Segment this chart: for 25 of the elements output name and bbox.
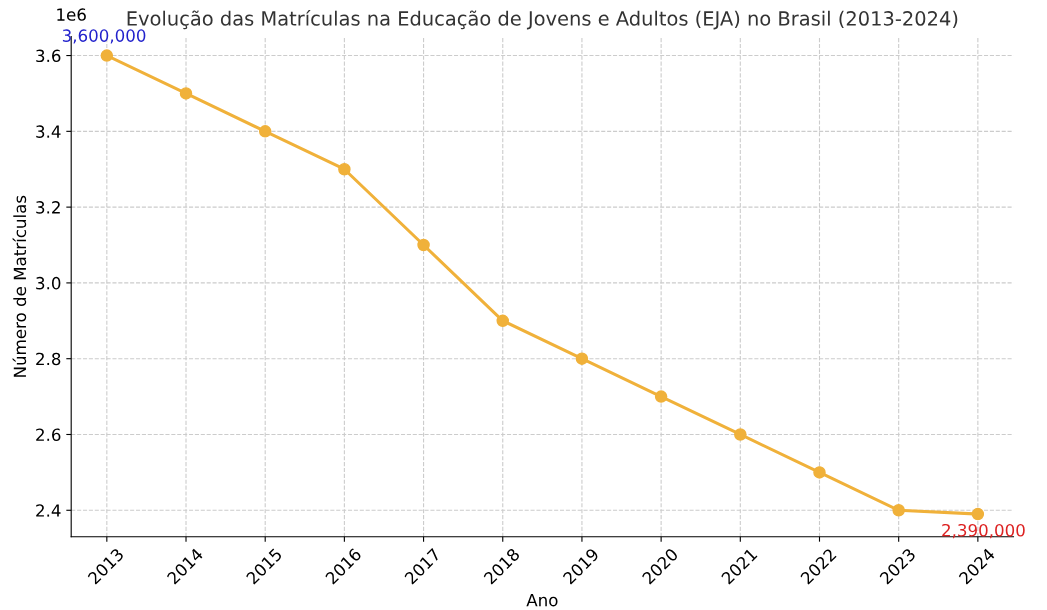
y-tick-label: 3.2	[36, 201, 60, 214]
y-tick-label: 2.6	[36, 428, 61, 442]
y-axis-title: Número de Matrículas	[12, 195, 27, 377]
point	[258, 125, 272, 138]
point	[338, 162, 351, 176]
point	[179, 87, 193, 100]
point	[734, 428, 747, 441]
y-tick-label: 2.8	[36, 352, 61, 366]
y-tick-label: 3.4	[36, 125, 61, 138]
point	[417, 238, 430, 252]
point	[100, 49, 114, 62]
y-tick-label: 2.4	[36, 504, 61, 517]
annotation: 2,390,000	[942, 523, 1025, 539]
point	[971, 507, 985, 521]
y-tick-label: 3.6	[36, 49, 61, 63]
point	[813, 466, 826, 479]
point	[892, 504, 905, 517]
y-tick-label: 3.0	[36, 276, 61, 290]
point	[575, 352, 589, 365]
annotation: 3,600,000	[62, 29, 146, 44]
point	[654, 390, 668, 403]
chart-title: Evolução das Matrículas na Educação de Jovens e Adultos (EJA) no Brasil (2013-2024)	[127, 9, 958, 30]
point	[496, 314, 510, 328]
text: 1e6	[57, 8, 86, 21]
x-axis-title: Ano	[526, 593, 558, 607]
